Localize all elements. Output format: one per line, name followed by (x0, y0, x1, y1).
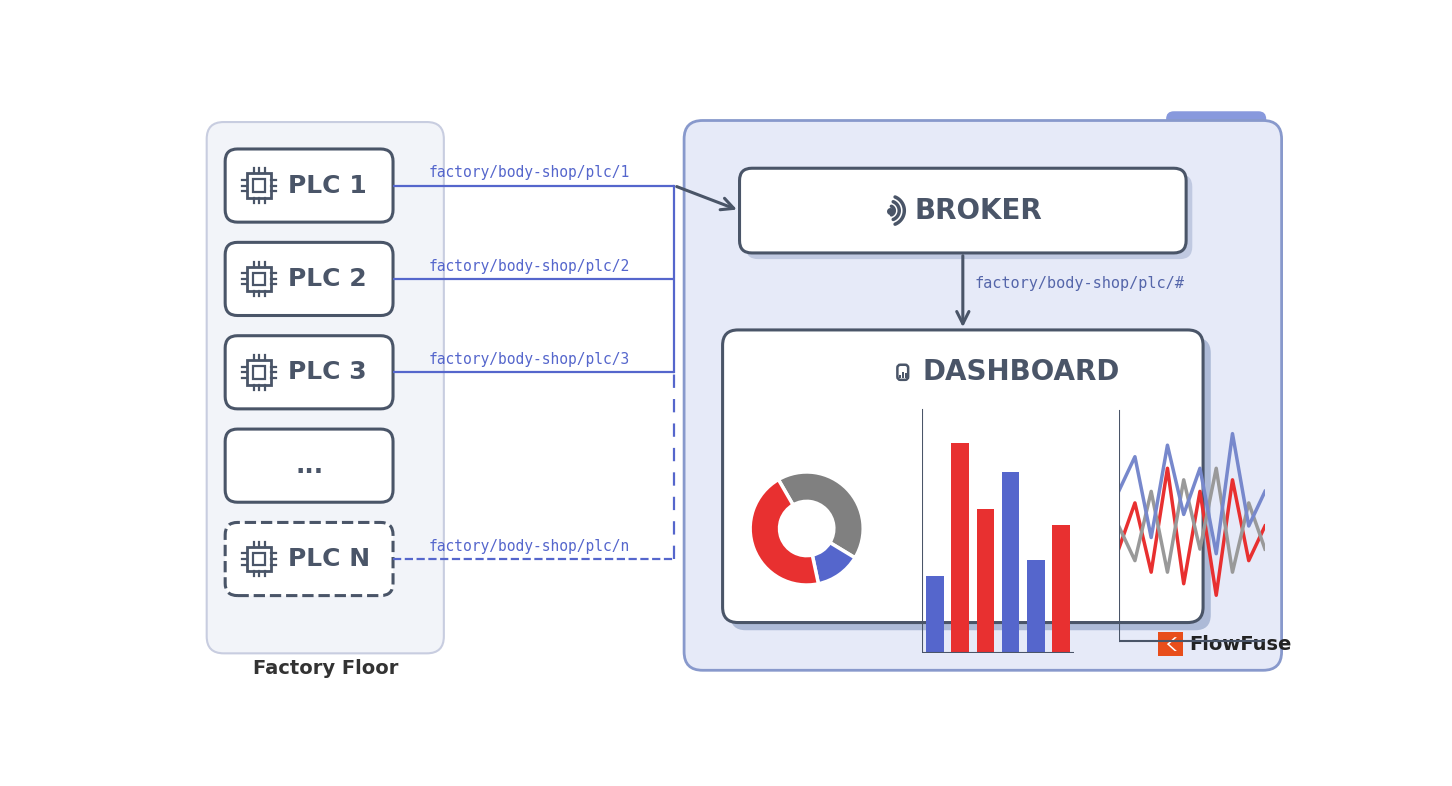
Bar (926, 575, 944, 653)
Wedge shape (778, 472, 862, 558)
Bar (899, 375, 900, 378)
Wedge shape (751, 479, 819, 585)
Text: factory/body-shop/plc/1: factory/body-shop/plc/1 (430, 165, 630, 180)
FancyBboxPatch shape (225, 429, 393, 502)
FancyBboxPatch shape (746, 174, 1192, 259)
Text: PLC 1: PLC 1 (289, 174, 367, 197)
Bar (247, 266, 272, 292)
Text: PLC N: PLC N (289, 547, 370, 571)
Text: BROKER: BROKER (915, 196, 1043, 225)
FancyBboxPatch shape (206, 122, 444, 653)
FancyBboxPatch shape (723, 330, 1204, 623)
Bar (1002, 472, 1019, 653)
Text: PLC 3: PLC 3 (289, 360, 367, 384)
Bar (253, 366, 266, 379)
Text: FlowFuse: FlowFuse (1189, 634, 1292, 654)
Bar (247, 547, 272, 571)
FancyBboxPatch shape (225, 149, 393, 222)
FancyBboxPatch shape (225, 523, 393, 596)
Text: ...: ... (295, 454, 324, 478)
Text: factory/body-shop/plc/#: factory/body-shop/plc/# (974, 276, 1185, 292)
Bar (253, 179, 266, 192)
Text: Factory Floor: Factory Floor (253, 659, 398, 678)
FancyBboxPatch shape (225, 242, 393, 315)
Text: DASHBOARD: DASHBOARD (923, 358, 1119, 386)
Polygon shape (1167, 637, 1178, 651)
FancyBboxPatch shape (684, 120, 1282, 670)
Bar (1027, 560, 1044, 653)
Bar (902, 372, 903, 378)
Bar (977, 509, 995, 653)
FancyBboxPatch shape (739, 168, 1186, 253)
Bar (247, 360, 272, 384)
Bar (905, 373, 908, 378)
Text: PLC 2: PLC 2 (289, 267, 367, 291)
Text: factory/body-shop/plc/3: factory/body-shop/plc/3 (430, 352, 630, 367)
Wedge shape (812, 542, 855, 584)
Bar (247, 173, 272, 198)
Bar (951, 443, 968, 653)
FancyBboxPatch shape (225, 336, 393, 409)
Bar (253, 553, 266, 565)
FancyBboxPatch shape (730, 338, 1211, 630)
Bar (253, 273, 266, 285)
FancyBboxPatch shape (1166, 112, 1266, 144)
Bar (1159, 632, 1183, 656)
Bar (1053, 525, 1070, 653)
Text: factory/body-shop/plc/n: factory/body-shop/plc/n (430, 538, 630, 553)
Text: factory/body-shop/plc/2: factory/body-shop/plc/2 (430, 259, 630, 274)
